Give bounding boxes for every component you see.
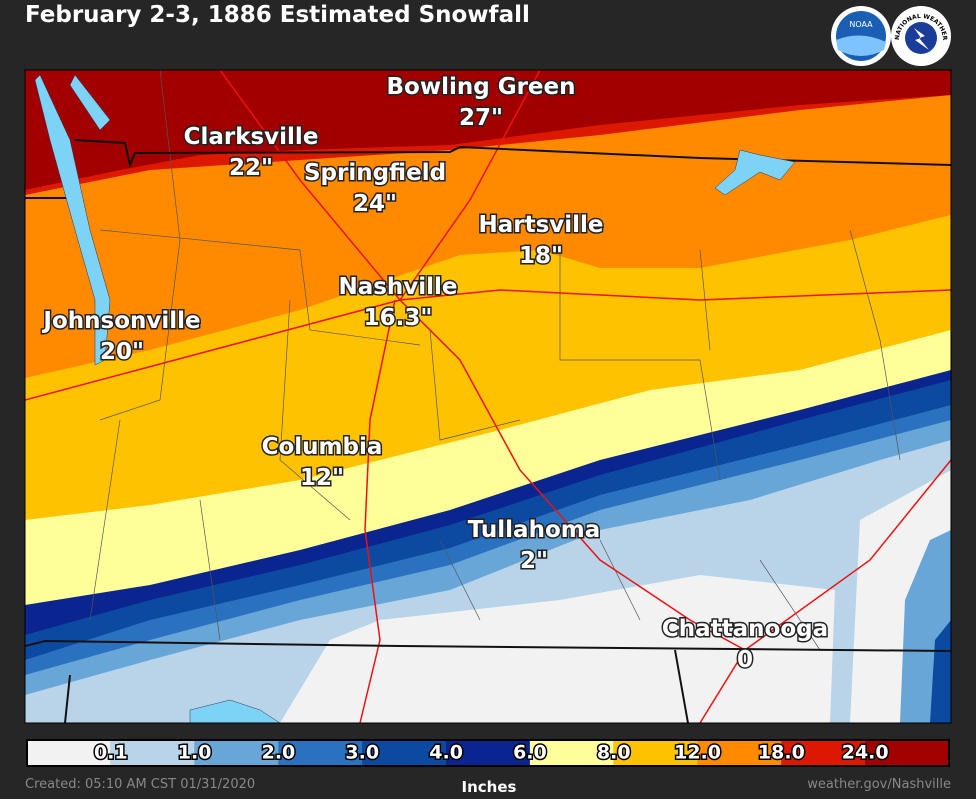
city-amount: 0	[737, 647, 753, 673]
city-name: Hartsville	[478, 212, 603, 238]
city-name: Johnsonville	[41, 308, 200, 334]
legend-tick: 8.0	[597, 742, 631, 764]
city-name: Tullahoma	[468, 517, 601, 543]
source-text: weather.gov/Nashville	[807, 777, 951, 792]
legend-swatch	[278, 740, 363, 766]
city-name: Clarksville	[184, 124, 319, 150]
legend-tick: 24.0	[842, 742, 889, 764]
city-amount: 12"	[300, 465, 344, 491]
city-name: Columbia	[262, 434, 383, 460]
created-text: Created: 05:10 AM CST 01/31/2020	[25, 777, 255, 792]
city-amount: 22"	[229, 155, 273, 181]
legend-swatch	[781, 740, 866, 766]
legend-tick: 18.0	[758, 742, 805, 764]
city-amount: 20"	[100, 339, 144, 365]
noaa-text: NOAA	[849, 20, 873, 29]
legend-tick: 4.0	[429, 742, 463, 764]
legend-frame	[26, 739, 950, 767]
city-amount: 2"	[520, 548, 548, 574]
legend-tick: 12.0	[674, 742, 721, 764]
legend-swatch	[362, 740, 447, 766]
city-amount: 18"	[519, 243, 563, 269]
legend-swatch	[697, 740, 782, 766]
legend-swatch	[27, 740, 111, 766]
noaa-logo: NOAA	[831, 6, 891, 66]
city-name: Bowling Green	[387, 74, 576, 100]
legend-tick: 0.1	[94, 742, 128, 764]
city-name: Nashville	[338, 274, 457, 300]
legend-title: Inches	[462, 778, 517, 796]
map	[24, 69, 952, 724]
title: February 2-3, 1886 Estimated Snowfall	[25, 2, 530, 28]
legend-swatch	[613, 740, 698, 766]
legend-swatch	[865, 740, 949, 766]
legend-tick: 1.0	[178, 742, 212, 764]
legend: 0.1 1.0 2.0 3.0 4.0 6.0 8.0 12.0 18.0 24.0	[26, 739, 950, 767]
legend-tick: 3.0	[345, 742, 379, 764]
legend-swatch	[110, 740, 195, 766]
city-name: Springfield	[304, 160, 446, 186]
legend-swatch	[446, 740, 530, 766]
city-amount: 16.3"	[364, 305, 433, 331]
legend-tick: 6.0	[513, 742, 547, 764]
legend-swatch	[529, 740, 614, 766]
city-name: Chattanooga	[662, 616, 828, 642]
city-labels: Bowling Green 27" Clarksville 22" Springfiel…	[40, 73, 830, 675]
city-amount: 24"	[353, 191, 397, 217]
city-amount: 27"	[459, 105, 503, 131]
legend-swatch	[194, 740, 279, 766]
legend-tick: 2.0	[262, 742, 296, 764]
